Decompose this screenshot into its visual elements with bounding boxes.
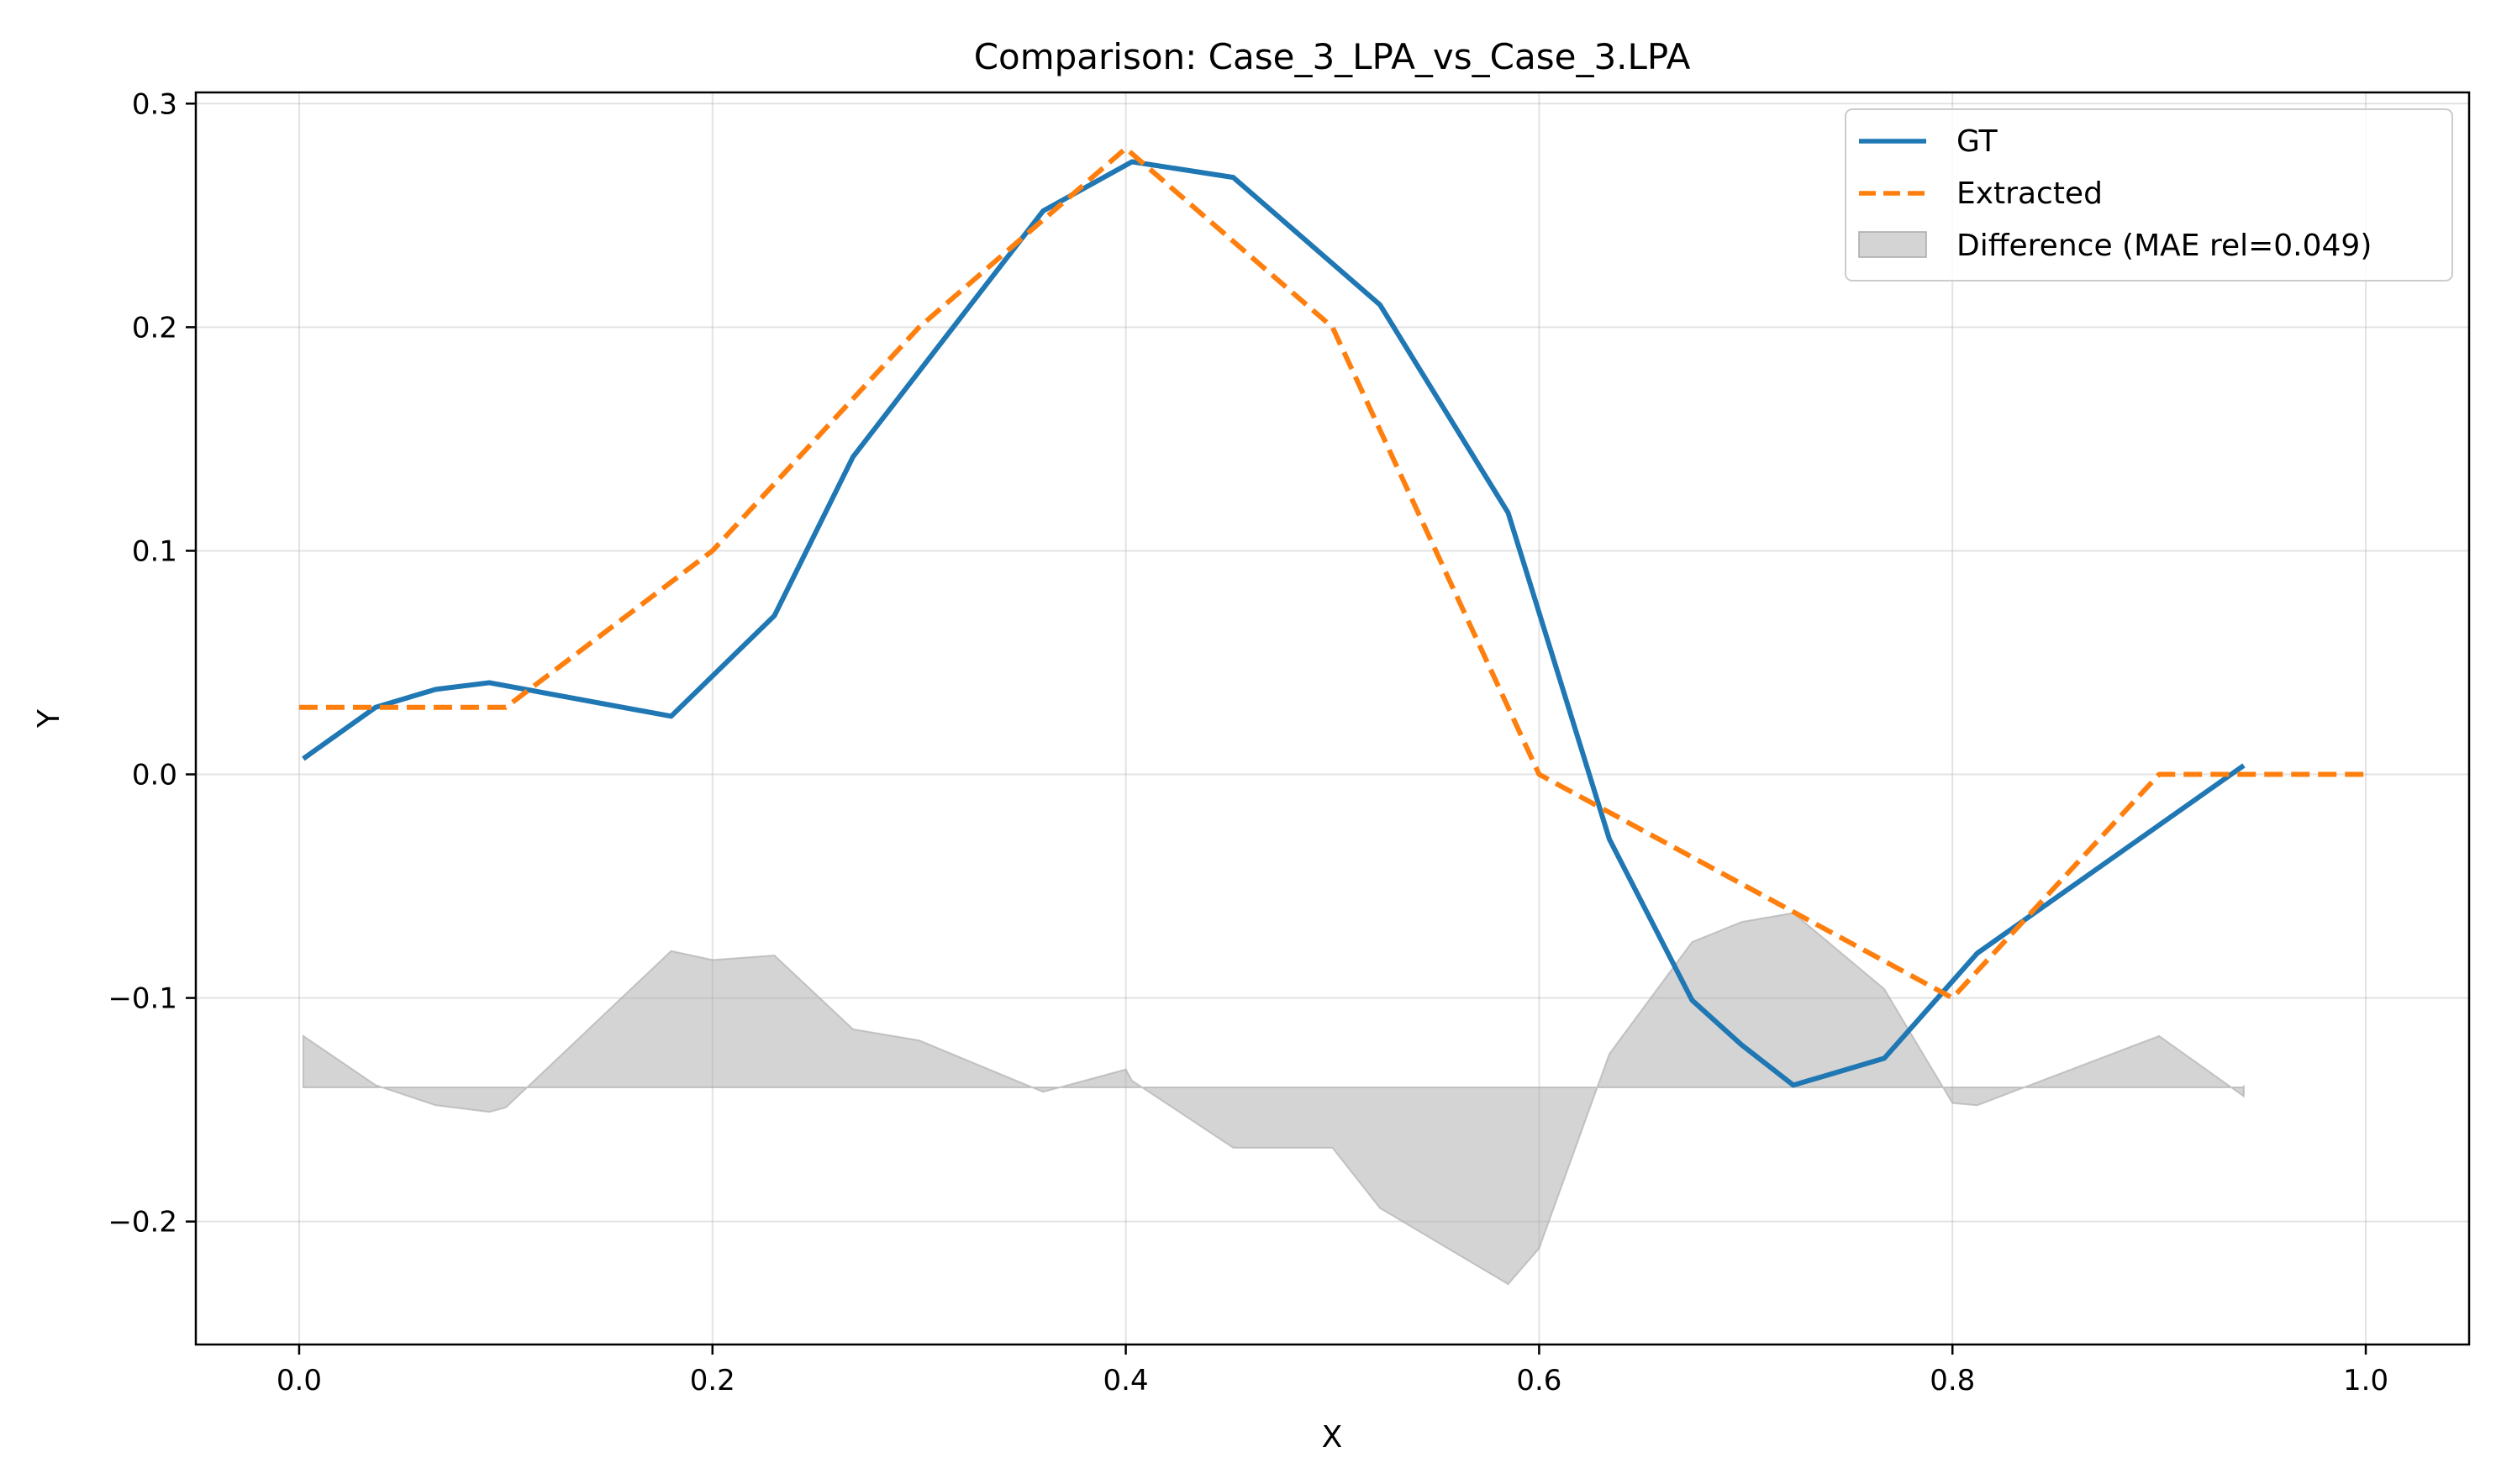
x-tick-label: 0.2: [690, 1364, 735, 1397]
y-tick-label: 0.2: [132, 311, 177, 345]
y-axis-ticks: 0.3 0.2 0.1 0.0 −0.1 −0.2: [108, 87, 196, 1239]
x-tick-label: 0.0: [276, 1364, 322, 1397]
x-tick-label: 0.6: [1516, 1364, 1561, 1397]
difference-layer: [302, 912, 2245, 1286]
series-extracted-line: [298, 145, 2367, 1001]
legend: GT Extracted Difference (MAE rel=0.049): [1845, 108, 2453, 282]
y-tick-label: −0.1: [108, 982, 177, 1016]
legend-difference-swatch: [1858, 231, 1927, 258]
series-gt-line: [302, 159, 2246, 1088]
y-tick-label: 0.1: [132, 534, 177, 568]
grid: [196, 92, 2469, 1345]
x-tick-label: 0.8: [1930, 1364, 1975, 1397]
x-tick-label: 0.4: [1103, 1364, 1149, 1397]
x-axis-label: X: [1322, 1420, 1343, 1455]
y-tick-label: −0.2: [108, 1206, 177, 1239]
series-layer: [298, 145, 2367, 1088]
legend-box: [1845, 108, 2453, 282]
legend-gt-label: GT: [1956, 124, 1998, 159]
legend-extracted-label: Extracted: [1956, 176, 2103, 211]
difference-area: [302, 912, 2245, 1286]
x-axis-ticks: 0.0 0.2 0.4 0.6 0.8 1.0: [276, 1345, 2388, 1397]
chart-title: Comparison: Case_3_LPA_vs_Case_3.LPA: [974, 36, 1691, 77]
y-tick-label: 0.3: [132, 87, 177, 121]
x-tick-label: 1.0: [2343, 1364, 2388, 1397]
y-tick-label: 0.0: [132, 759, 177, 792]
legend-difference-label: Difference (MAE rel=0.049): [1956, 229, 2372, 263]
plot-frame: [194, 91, 2471, 1346]
y-axis-label: Y: [32, 708, 66, 729]
